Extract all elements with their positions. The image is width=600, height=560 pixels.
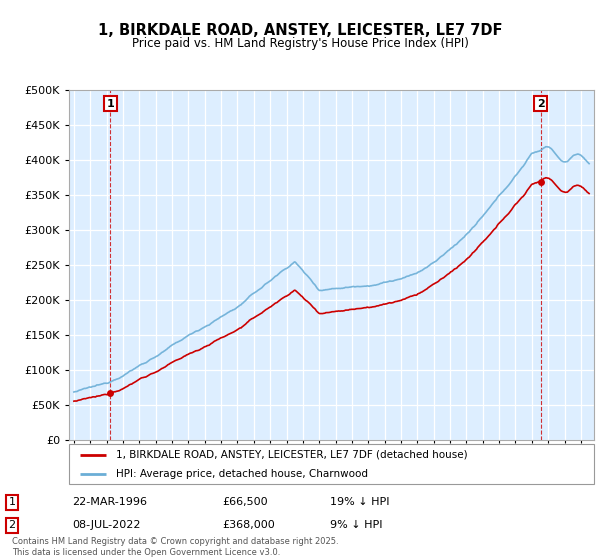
Text: 1: 1 bbox=[106, 99, 114, 109]
Text: HPI: Average price, detached house, Charnwood: HPI: Average price, detached house, Char… bbox=[116, 469, 368, 478]
Text: 9% ↓ HPI: 9% ↓ HPI bbox=[330, 520, 383, 530]
FancyBboxPatch shape bbox=[69, 444, 594, 484]
Text: 1, BIRKDALE ROAD, ANSTEY, LEICESTER, LE7 7DF: 1, BIRKDALE ROAD, ANSTEY, LEICESTER, LE7… bbox=[98, 24, 502, 38]
Text: 08-JUL-2022: 08-JUL-2022 bbox=[72, 520, 140, 530]
Text: 1: 1 bbox=[8, 497, 16, 507]
Text: £368,000: £368,000 bbox=[222, 520, 275, 530]
Text: 2: 2 bbox=[537, 99, 545, 109]
Text: £66,500: £66,500 bbox=[222, 497, 268, 507]
Text: 2: 2 bbox=[8, 520, 16, 530]
Text: Price paid vs. HM Land Registry's House Price Index (HPI): Price paid vs. HM Land Registry's House … bbox=[131, 37, 469, 50]
Text: 22-MAR-1996: 22-MAR-1996 bbox=[72, 497, 147, 507]
Text: 19% ↓ HPI: 19% ↓ HPI bbox=[330, 497, 389, 507]
Text: 1, BIRKDALE ROAD, ANSTEY, LEICESTER, LE7 7DF (detached house): 1, BIRKDALE ROAD, ANSTEY, LEICESTER, LE7… bbox=[116, 450, 468, 460]
Text: Contains HM Land Registry data © Crown copyright and database right 2025.
This d: Contains HM Land Registry data © Crown c… bbox=[12, 537, 338, 557]
